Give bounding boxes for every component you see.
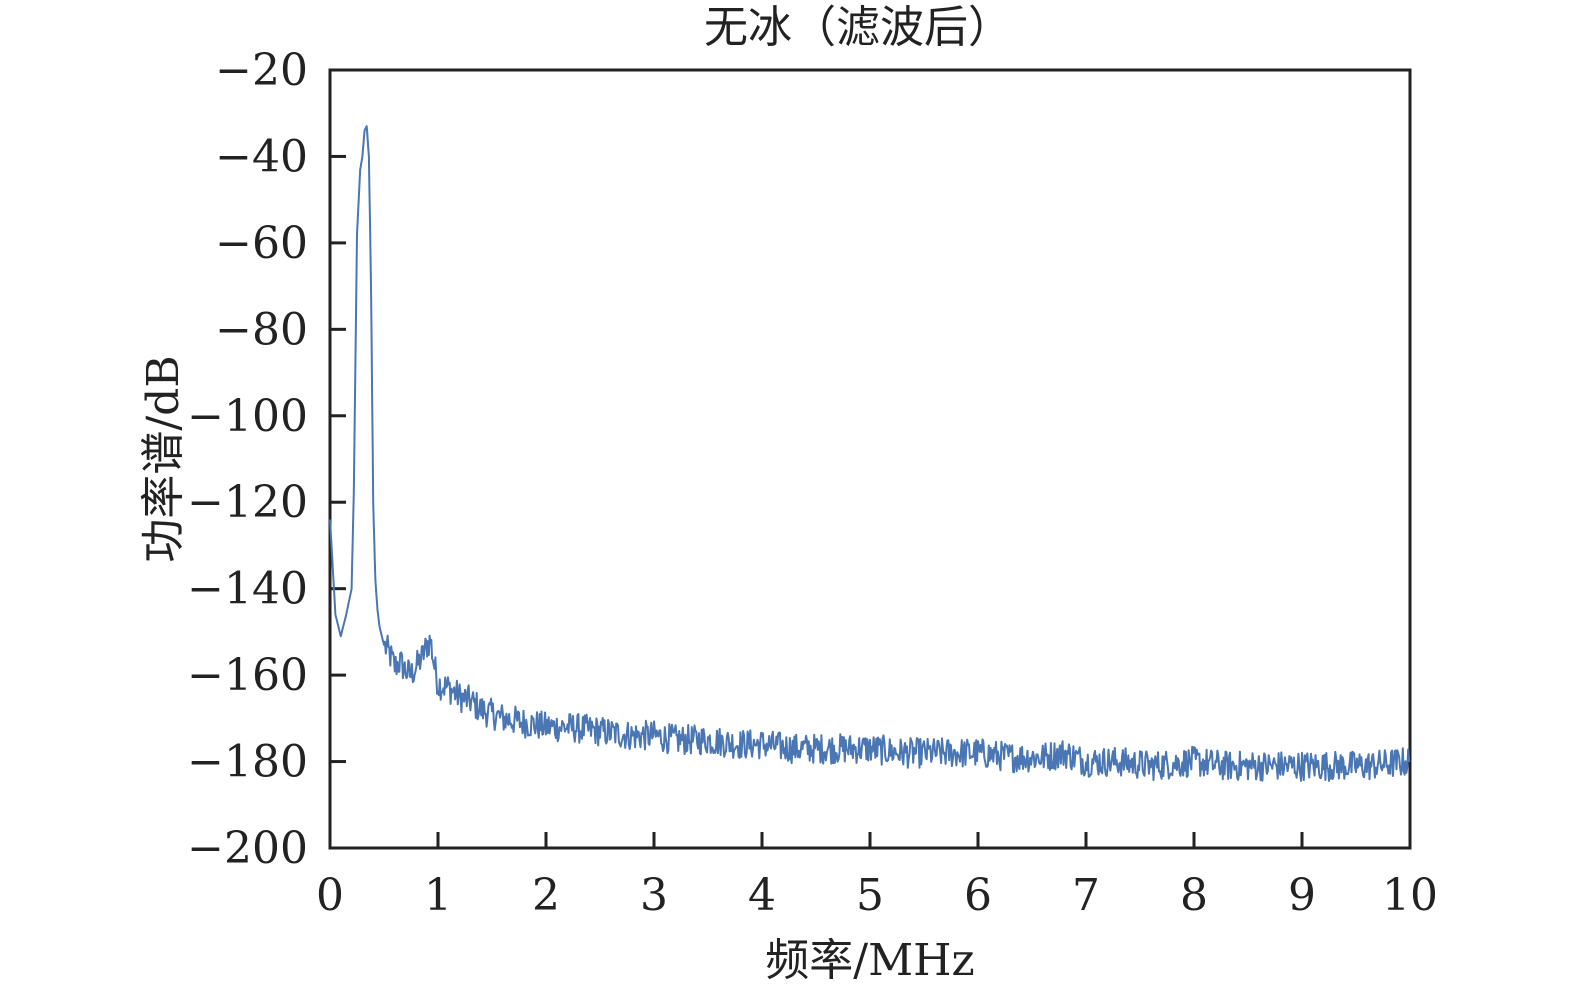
chart-title: 无冰（滤波后） (704, 2, 1012, 53)
x-tick-label: 5 (856, 870, 884, 921)
series-line (329, 125, 1411, 782)
x-axis-title: 频率/MHz (765, 935, 974, 986)
x-axis: 0 1 2 3 4 5 6 7 8 9 10 (316, 832, 1438, 921)
y-tick-label: −200 (187, 823, 308, 874)
y-tick-label: −20 (215, 45, 308, 96)
y-tick-label: −140 (187, 564, 308, 615)
x-tick-label: 8 (1180, 870, 1208, 921)
y-tick-label: −60 (215, 218, 308, 269)
y-axis: −20 −40 −60 −80 −100 −120 −140 −160 −180 −200 (187, 45, 346, 874)
y-tick-label: −120 (187, 477, 308, 528)
y-axis-title: 功率谱/dB (138, 355, 189, 562)
x-tick-label: 3 (640, 870, 668, 921)
x-tick-label: 7 (1072, 870, 1100, 921)
plot-frame (328, 68, 1412, 850)
y-tick-label: −80 (215, 304, 308, 355)
x-tick-label: 0 (316, 870, 344, 921)
x-tick-label: 4 (748, 870, 776, 921)
y-tick-label: −160 (187, 650, 308, 701)
x-tick-label: 2 (532, 870, 560, 921)
x-tick-label: 9 (1288, 870, 1316, 921)
x-tick-label: 6 (964, 870, 992, 921)
y-tick-label: −40 (215, 131, 308, 182)
x-tick-label: 1 (424, 870, 452, 921)
y-tick-label: −100 (187, 391, 308, 442)
y-tick-label: −180 (187, 737, 308, 788)
x-tick-label: 10 (1382, 870, 1438, 921)
